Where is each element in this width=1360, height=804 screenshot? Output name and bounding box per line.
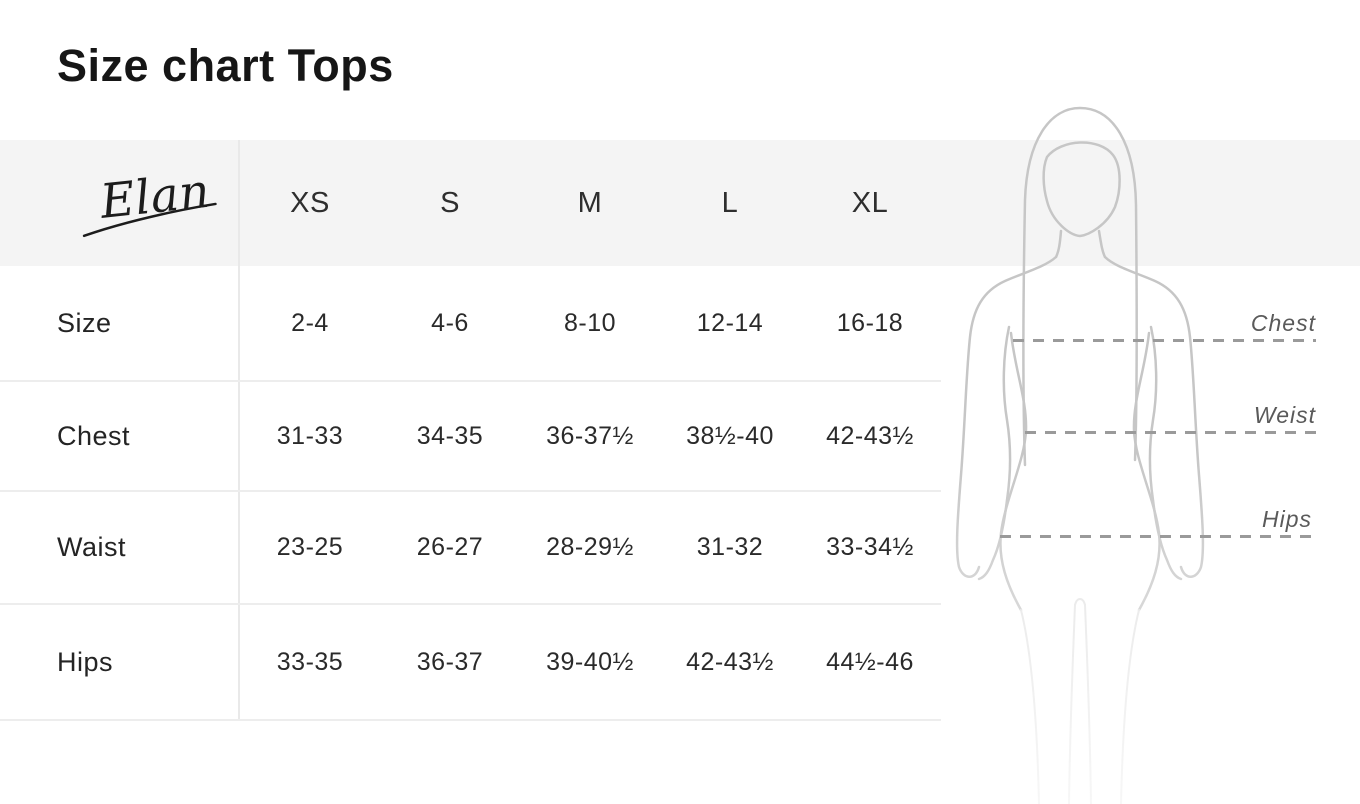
size-xs: 2-4 — [291, 308, 329, 337]
table-row-hips: Hips 33-35 36-37 39-40½ 42-43½ 44½-46 — [0, 605, 941, 721]
table-row-size: Size 2-4 4-6 8-10 12-14 16-18 — [0, 266, 941, 382]
row-label-hips: Hips — [0, 605, 240, 719]
chest-s: 34-35 — [416, 421, 484, 450]
size-s: 4-6 — [431, 308, 469, 337]
size-l: 12-14 — [696, 308, 764, 337]
brand-logo-signature: Elan — [82, 164, 217, 238]
column-header-l: L — [721, 186, 739, 219]
size-table: Elan XS S M L XL Size 2-4 4-6 8-10 12-14… — [0, 140, 941, 721]
table-row-waist: Waist 23-25 26-27 28-29½ 31-32 33-34½ — [0, 492, 941, 605]
figure-legs-outline — [1020, 598, 1140, 804]
size-m: 8-10 — [563, 308, 617, 337]
row-label-waist: Waist — [0, 492, 240, 603]
table-row-chest: Chest 31-33 34-35 36-37½ 38½-40 42-43½ — [0, 382, 941, 492]
waist-xs: 23-25 — [276, 533, 344, 561]
chest-measure-label: Chest — [1250, 310, 1316, 336]
column-header-m: M — [577, 186, 603, 219]
table-header-band — [0, 140, 1360, 266]
hips-xs: 33-35 — [276, 647, 344, 676]
waist-s: 26-27 — [416, 533, 484, 561]
chest-measure-line — [1013, 339, 1316, 342]
waist-measure-line — [1025, 431, 1316, 434]
column-header-xl: XL — [851, 186, 889, 219]
table-header-row: Elan XS S M L XL — [0, 140, 941, 266]
column-header-s: S — [440, 186, 460, 219]
page-title: Size chart Tops — [57, 40, 394, 91]
waist-l: 31-32 — [696, 533, 764, 561]
hips-m: 39-40½ — [546, 647, 634, 676]
chest-l: 38½-40 — [686, 421, 774, 450]
column-header-xs: XS — [290, 186, 330, 219]
waist-measure-label: Weist — [1253, 402, 1316, 428]
hips-measure-line — [1000, 535, 1313, 538]
chest-xl: 42-43½ — [826, 421, 914, 450]
hips-l: 42-43½ — [686, 647, 774, 676]
female-figure-illustration — [955, 106, 1205, 804]
chest-xs: 31-33 — [276, 421, 344, 450]
hips-measure-label: Hips — [1261, 506, 1312, 532]
brand-logo: Elan — [57, 155, 238, 251]
hips-xl: 44½-46 — [826, 647, 914, 676]
row-label-chest: Chest — [0, 382, 240, 490]
hips-s: 36-37 — [416, 647, 484, 676]
waist-xl: 33-34½ — [826, 533, 914, 561]
brand-logo-text: Elan — [96, 164, 212, 230]
waist-m: 28-29½ — [546, 533, 634, 561]
size-xl: 16-18 — [836, 308, 904, 337]
chest-m: 36-37½ — [546, 421, 634, 450]
figure-upper-body-outline — [955, 106, 1205, 612]
row-label-size: Size — [0, 266, 240, 380]
brand-logo-cell: Elan — [0, 140, 240, 266]
